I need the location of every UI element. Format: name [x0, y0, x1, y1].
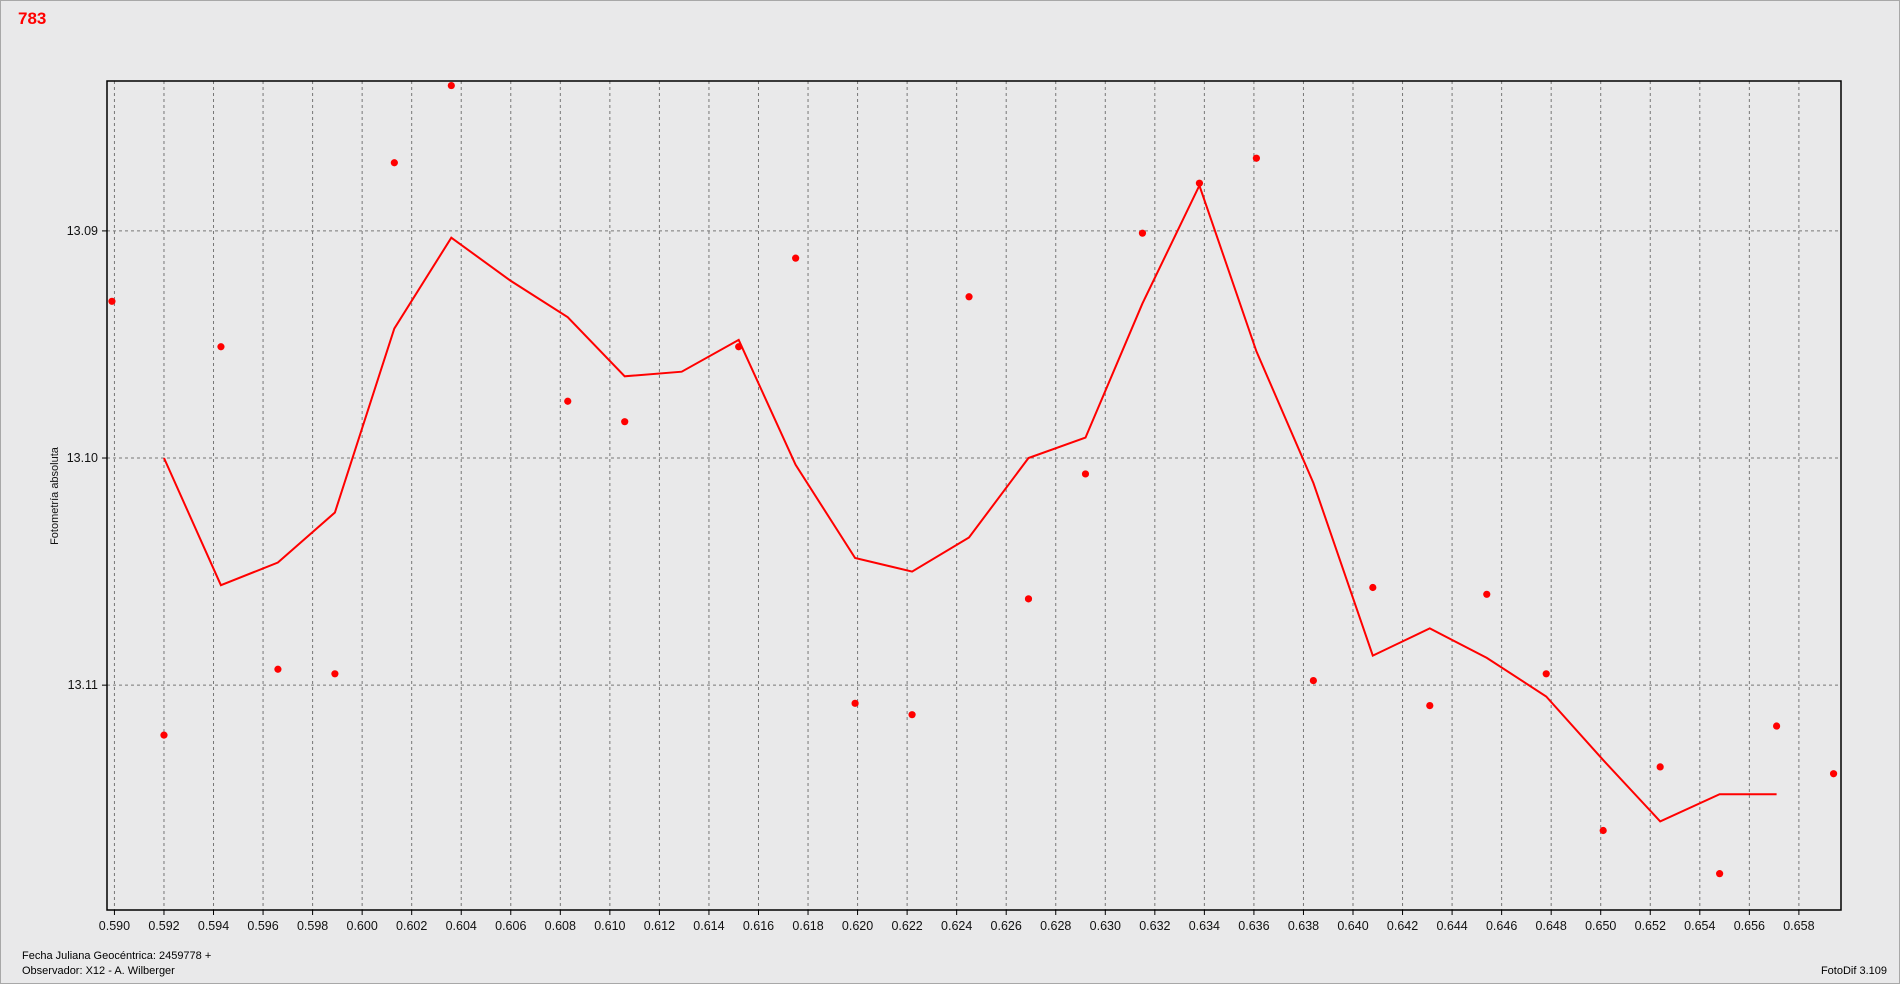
observer-label: Observador: X12 - A. Wilberger [22, 965, 175, 977]
data-point [1138, 229, 1147, 237]
x-tick-label: 0.628 [1040, 919, 1071, 933]
x-tick-label: 0.618 [792, 919, 823, 933]
x-tick-label: 0.612 [644, 919, 675, 933]
data-point [108, 297, 116, 305]
y-tick-label: 13.09 [67, 224, 98, 238]
data-point [331, 670, 339, 678]
data-point [735, 343, 743, 351]
x-tick-label: 0.656 [1734, 919, 1765, 933]
x-tick-label: 0.594 [198, 919, 229, 933]
x-tick-label: 0.596 [247, 919, 278, 933]
data-point [908, 711, 916, 719]
x-tick-label: 0.602 [396, 919, 427, 933]
data-point [1483, 590, 1491, 598]
x-tick-label: 0.658 [1783, 919, 1814, 933]
data-point [1426, 701, 1434, 710]
x-tick-label: 0.598 [297, 919, 328, 933]
x-tick-label: 0.654 [1684, 919, 1715, 933]
y-axis-label: Fotometría absoluta [49, 446, 61, 545]
x-tick-label: 0.648 [1536, 919, 1567, 933]
x-tick-label: 0.624 [941, 919, 972, 933]
software-label: FotoDif 3.109 [1820, 965, 1887, 977]
x-tick-label: 0.610 [594, 919, 625, 933]
x-tick-label: 0.632 [1139, 919, 1170, 933]
x-tick-label: 0.640 [1337, 919, 1368, 933]
x-tick-label: 0.616 [743, 919, 774, 933]
data-point [1716, 870, 1724, 878]
plot-background [107, 81, 1841, 910]
data-point [1252, 154, 1260, 162]
x-tick-label: 0.646 [1486, 919, 1517, 933]
data-point [1542, 670, 1550, 678]
x-tick-label: 0.626 [991, 919, 1022, 933]
data-point [1656, 763, 1664, 771]
x-tick-label: 0.590 [99, 919, 130, 933]
data-point [1772, 722, 1781, 730]
data-point [1309, 677, 1317, 685]
data-point [1599, 826, 1607, 835]
x-tick-label: 0.642 [1387, 919, 1418, 933]
data-point [217, 343, 225, 351]
data-point [1081, 470, 1090, 478]
y-tick-label: 13.10 [67, 451, 98, 465]
data-point [390, 159, 398, 167]
data-point [851, 699, 859, 707]
x-tick-label: 0.634 [1189, 919, 1220, 933]
data-point [1369, 583, 1377, 592]
x-tick-label: 0.600 [347, 919, 378, 933]
x-tick-label: 0.650 [1585, 919, 1616, 933]
data-point [1024, 595, 1033, 603]
data-point [447, 81, 455, 90]
x-tick-label: 0.604 [446, 919, 477, 933]
x-tick-label: 0.620 [842, 919, 873, 933]
x-tick-label: 0.630 [1090, 919, 1121, 933]
x-tick-label: 0.608 [545, 919, 576, 933]
x-tick-label: 0.652 [1635, 919, 1666, 933]
data-point [564, 397, 572, 405]
x-tick-label: 0.636 [1238, 919, 1269, 933]
x-tick-label: 0.606 [495, 919, 526, 933]
chart-title: 783 [18, 9, 47, 28]
plot-border [106, 80, 1842, 911]
data-point [1195, 179, 1204, 187]
data-point [1829, 770, 1838, 778]
data-point [965, 293, 973, 301]
data-point [274, 665, 282, 673]
x-tick-label: 0.644 [1436, 919, 1467, 933]
data-point [621, 418, 629, 426]
y-tick-label: 13.11 [68, 678, 98, 692]
x-tick-label: 0.614 [693, 919, 724, 933]
x-tick-label: 0.622 [891, 919, 922, 933]
x-tick-label: 0.638 [1288, 919, 1319, 933]
x-axis-label: Fecha Juliana Geocéntrica: 2459778 + [22, 950, 212, 962]
data-point [160, 731, 168, 739]
series-line [163, 182, 1777, 823]
data-point [792, 254, 800, 262]
x-tick-label: 0.592 [148, 919, 179, 933]
